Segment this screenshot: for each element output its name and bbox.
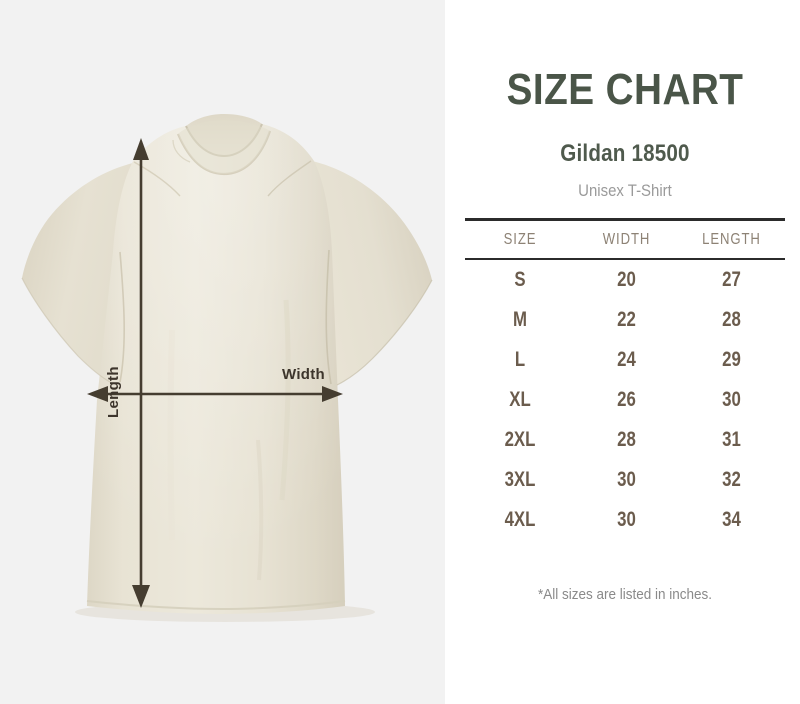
table-row: S 20 27 <box>465 260 785 300</box>
size-chart-content: SIZE CHART Gildan 18500 Unisex T-Shirt S… <box>465 0 785 704</box>
product-photo-panel: Width Length <box>0 0 445 704</box>
cell-size: 2XL <box>504 428 536 451</box>
cell-length: 31 <box>722 428 741 451</box>
cell-width: 30 <box>617 508 636 531</box>
cell-width: 28 <box>617 428 636 451</box>
product-model: Gildan 18500 <box>560 140 690 167</box>
units-footnote: *All sizes are listed in inches. <box>537 586 713 603</box>
cell-length: 32 <box>722 468 741 491</box>
cell-length: 27 <box>722 268 741 291</box>
width-measure-label: Width <box>282 366 326 383</box>
column-header-length: LENGTH <box>702 231 761 248</box>
photo-stage: Width Length <box>21 114 433 622</box>
page-title: SIZE CHART <box>506 65 744 114</box>
column-header-size: SIZE <box>503 231 537 248</box>
cell-width: 24 <box>617 348 636 371</box>
cell-width: 20 <box>617 268 636 291</box>
cell-width: 30 <box>617 468 636 491</box>
cell-size: L <box>514 348 526 371</box>
cell-length: 30 <box>722 388 741 411</box>
cell-size: M <box>513 308 527 331</box>
cell-width: 22 <box>617 308 636 331</box>
cell-size: S <box>514 268 526 291</box>
table-row: M 22 28 <box>465 300 785 340</box>
column-header-width: WIDTH <box>602 231 651 248</box>
table-header-rule <box>465 258 785 260</box>
size-chart-panel: SIZE CHART Gildan 18500 Unisex T-Shirt S… <box>445 0 800 704</box>
cell-length: 28 <box>722 308 741 331</box>
cell-size: 4XL <box>504 508 536 531</box>
table-top-rule <box>465 218 785 221</box>
table-row: 4XL 30 34 <box>465 500 785 540</box>
size-table-head: SIZE WIDTH LENGTH <box>465 221 785 258</box>
size-table-body: S 20 27 M 22 28 L 24 29 <box>465 260 785 540</box>
table-row: L 24 29 <box>465 340 785 380</box>
cell-width: 26 <box>617 388 636 411</box>
size-table: SIZE WIDTH LENGTH <box>465 221 785 258</box>
size-table-body-wrap: S 20 27 M 22 28 L 24 29 <box>465 260 785 540</box>
length-measure-label: Length <box>105 366 122 418</box>
table-row: XL 26 30 <box>465 380 785 420</box>
cell-length: 29 <box>722 348 741 371</box>
cell-size: XL <box>509 388 531 411</box>
cell-size: 3XL <box>504 468 536 491</box>
cell-length: 34 <box>722 508 741 531</box>
size-table-wrapper: SIZE WIDTH LENGTH S 20 <box>465 218 785 540</box>
table-header-row: SIZE WIDTH LENGTH <box>465 221 785 258</box>
table-row: 2XL 28 31 <box>465 420 785 460</box>
table-row: 3XL 30 32 <box>465 460 785 500</box>
product-type: Unisex T-Shirt <box>578 181 672 200</box>
tshirt-illustration <box>21 114 433 622</box>
